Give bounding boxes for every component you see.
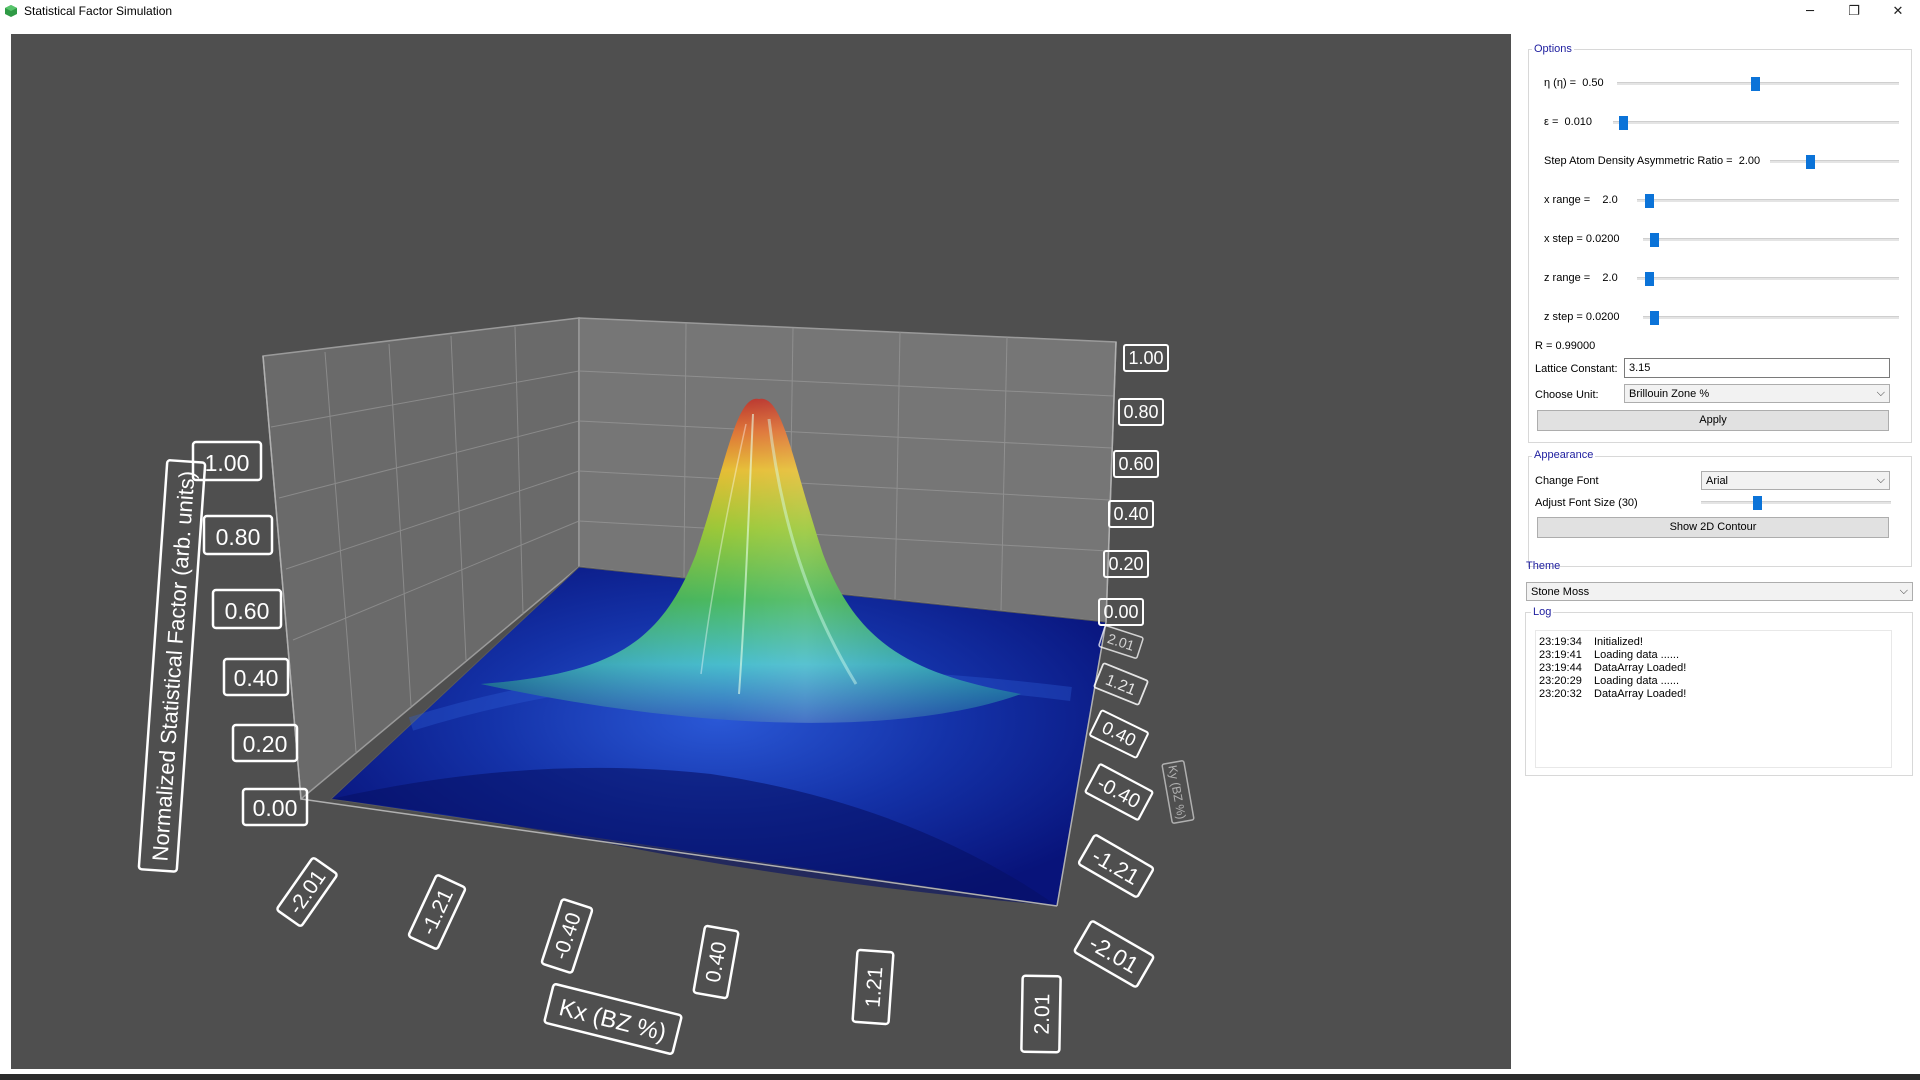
log-line: 23:20:32 DataArray Loaded!: [1539, 688, 1687, 700]
minimize-button[interactable]: ─: [1806, 3, 1814, 19]
y-ticks-left: 1.00 0.80 0.60 0.40 0.20 0.00: [191, 440, 309, 827]
log-group: [1525, 612, 1913, 776]
y-tick-right: 0.60: [1118, 454, 1153, 474]
apply-button[interactable]: Apply: [1537, 410, 1889, 431]
options-group: [1528, 49, 1912, 443]
lattice-constant-label: Lattice Constant:: [1535, 363, 1618, 375]
eta-slider[interactable]: [1617, 77, 1899, 91]
x-step-label: x step = 0.0200: [1544, 233, 1620, 245]
y-axis-title: Normalized Statistical Factor (arb. unit…: [137, 459, 207, 873]
surface-peak: [481, 398, 1021, 723]
theme-select[interactable]: Stone Moss ⌵: [1526, 582, 1913, 601]
chevron-down-icon: ⌵: [1876, 386, 1885, 399]
lattice-constant-input[interactable]: 3.15: [1624, 358, 1890, 378]
chevron-down-icon: ⌵: [1899, 584, 1908, 597]
y-ticks-right: 1.00 0.80 0.60 0.40 0.20 0.00: [1098, 344, 1169, 626]
x-range-value: 2.0: [1602, 194, 1618, 206]
z-axis-line: [1056, 621, 1107, 907]
font-select[interactable]: Arial ⌵: [1701, 471, 1890, 490]
y-tick-right: 1.00: [1128, 348, 1163, 368]
z-range-label: z range = 2.0: [1544, 272, 1618, 284]
choose-unit-label: Choose Unit:: [1535, 389, 1599, 401]
z-range-slider[interactable]: [1637, 272, 1899, 286]
step-ratio-slider-handle[interactable]: [1806, 155, 1815, 169]
close-button[interactable]: ✕: [1892, 3, 1904, 19]
x-axis-line: [300, 798, 1058, 907]
z-tick: -0.40: [1093, 772, 1144, 813]
appearance-group: [1528, 456, 1912, 567]
log-line: 23:19:34 Initialized!: [1539, 636, 1643, 648]
z-tick: 0.40: [1099, 717, 1139, 750]
app-icon: [5, 5, 17, 17]
eta-label: η (η) = 0.50: [1544, 77, 1604, 89]
r-value-text: R = 0.99000: [1535, 340, 1596, 352]
font-size-slider-handle[interactable]: [1753, 496, 1763, 510]
z-step-slider[interactable]: [1643, 311, 1899, 325]
y-tick-right: 0.20: [1108, 554, 1143, 574]
step-ratio-value: 2.00: [1738, 155, 1761, 167]
y-tick-left: 0.20: [243, 731, 288, 757]
x-range-label: x range = 2.0: [1544, 194, 1618, 206]
maximize-button[interactable]: ❐: [1848, 3, 1860, 19]
epsilon-label: ε = 0.010: [1544, 116, 1593, 128]
surface-plot[interactable]: 1.00 0.80 0.60 0.40 0.20 0.00 Normalized…: [11, 34, 1511, 1069]
y-tick-left: 0.00: [253, 795, 298, 821]
z-tick: 1.21: [1103, 672, 1138, 699]
y-tick-left: 1.00: [205, 450, 250, 476]
x-range-slider[interactable]: [1637, 194, 1899, 208]
x-step-value: 0.0200: [1585, 233, 1620, 245]
log-line: 23:19:41 Loading data ......: [1539, 649, 1680, 661]
eta-slider-handle[interactable]: [1750, 77, 1760, 91]
z-axis-title: Ky (BZ %): [1161, 760, 1195, 824]
z-step-value: 0.0200: [1585, 311, 1620, 323]
z-range-value: 2.0: [1602, 272, 1618, 284]
log-output[interactable]: 23:19:34 Initialized! 23:19:41 Loading dat…: [1535, 630, 1892, 768]
unit-select[interactable]: Brillouin Zone % ⌵: [1624, 384, 1890, 403]
options-title: Options: [1532, 43, 1574, 55]
epsilon-slider[interactable]: [1613, 116, 1899, 130]
eta-value: 0.50: [1582, 77, 1604, 89]
z-step-slider-handle[interactable]: [1650, 311, 1660, 325]
log-title: Log: [1531, 606, 1554, 618]
x-tick: 0.40: [702, 940, 732, 984]
title-bar: Statistical Factor Simulation ─ ❐ ✕: [0, 0, 1920, 22]
step-ratio-slider[interactable]: [1770, 155, 1899, 169]
y-tick-left: 0.80: [216, 524, 261, 550]
step-ratio-label: Step Atom Density Asymmetric Ratio = 2.0…: [1544, 155, 1761, 167]
y-tick-left: 0.40: [234, 665, 279, 691]
log-line: 23:20:29 Loading data ......: [1539, 675, 1680, 687]
show-2d-contour-button[interactable]: Show 2D Contour: [1537, 517, 1889, 538]
theme-title: Theme: [1526, 560, 1561, 572]
x-tick: -0.40: [549, 910, 586, 963]
y-axis-line-right: [1105, 341, 1117, 623]
y-tick-right: 0.00: [1103, 602, 1138, 622]
y-tick-right: 0.40: [1113, 504, 1148, 524]
x-step-slider-handle[interactable]: [1650, 233, 1660, 247]
y-tick-left: 0.60: [225, 598, 270, 624]
epsilon-value: 0.010: [1564, 116, 1593, 128]
z-step-label: z step = 0.0200: [1544, 311, 1620, 323]
x-tick: -1.21: [417, 886, 458, 939]
plot-viewport[interactable]: 1.00 0.80 0.60 0.40 0.20 0.00 Normalized…: [11, 34, 1511, 1069]
window-title: Statistical Factor Simulation: [24, 4, 173, 18]
x-tick: 2.01: [1031, 993, 1055, 1034]
font-size-slider[interactable]: [1701, 496, 1891, 510]
z-range-slider-handle[interactable]: [1644, 272, 1654, 286]
z-tick: -1.21: [1088, 843, 1144, 890]
x-tick: 1.21: [862, 966, 888, 1008]
bottom-edge: [0, 1074, 1920, 1080]
z-tick: -2.01: [1085, 930, 1143, 979]
x-axis-title: Kx (BZ %): [543, 983, 683, 1055]
chevron-down-icon: ⌵: [1876, 473, 1885, 486]
epsilon-slider-handle[interactable]: [1618, 116, 1628, 130]
log-line: 23:19:44 DataArray Loaded!: [1539, 662, 1687, 674]
y-tick-right: 0.80: [1123, 402, 1158, 422]
x-step-slider[interactable]: [1643, 233, 1899, 247]
control-panel: Options η (η) = 0.50 ε = 0.010 Step Atom…: [1515, 22, 1920, 1072]
x-range-slider-handle[interactable]: [1644, 194, 1654, 208]
change-font-label: Change Font: [1535, 475, 1599, 487]
font-size-label: Adjust Font Size (30): [1535, 497, 1638, 509]
appearance-title: Appearance: [1532, 449, 1596, 461]
